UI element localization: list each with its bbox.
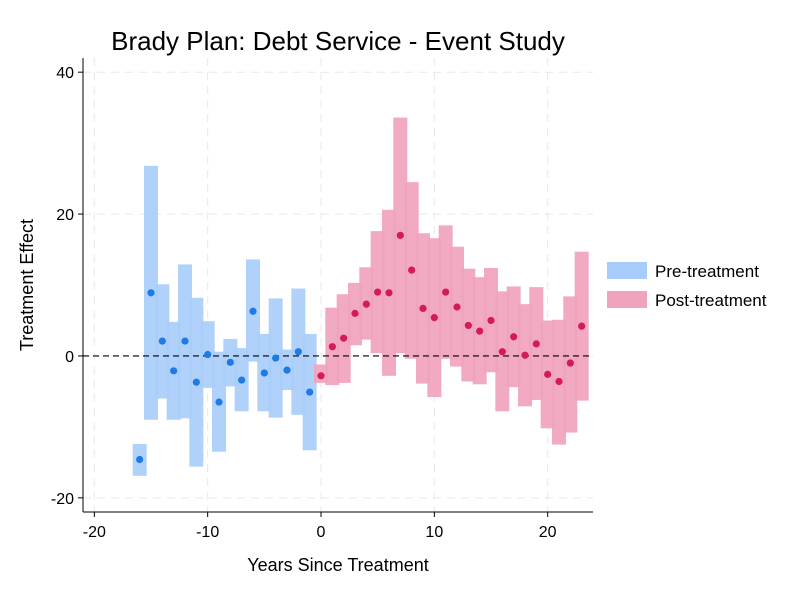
point-pre (272, 354, 280, 362)
y-axis-label: Treatment Effect (17, 219, 37, 351)
point-post (442, 288, 450, 296)
point-post (419, 304, 427, 313)
legend-label-pre: Pre-treatment (655, 262, 759, 281)
point-pre (215, 398, 223, 406)
point-post (487, 316, 495, 325)
point-pre (204, 350, 212, 359)
point-post (555, 377, 563, 386)
axes (78, 58, 593, 517)
point-post (385, 289, 393, 297)
point-pre (147, 289, 155, 297)
point-post (521, 351, 529, 359)
point-post (374, 288, 382, 296)
y-tick-label: 20 (56, 207, 74, 224)
point-post (328, 343, 336, 351)
point-post (498, 348, 506, 356)
point-pre (226, 358, 234, 366)
point-post (408, 266, 416, 274)
legend-swatch-post (607, 291, 647, 308)
point-post (362, 300, 370, 308)
point-post (544, 370, 552, 378)
x-axis-label: Years Since Treatment (247, 555, 428, 575)
x-tick-label: 0 (317, 524, 326, 541)
legend: Pre-treatment Post-treatment (607, 262, 767, 310)
confidence-bands (132, 117, 589, 476)
legend-swatch-pre (607, 262, 647, 279)
point-post (578, 322, 586, 330)
point-post (532, 340, 540, 348)
y-tick-label: -20 (51, 491, 74, 508)
point-pre (170, 367, 178, 375)
y-tick-label: 40 (56, 65, 74, 82)
y-tick-label: 0 (65, 349, 74, 366)
point-pre (260, 369, 268, 377)
point-pre (158, 337, 166, 345)
point-post (453, 303, 461, 311)
point-post (340, 334, 348, 342)
point-pre (306, 388, 314, 396)
x-tick-label: -20 (83, 524, 106, 541)
point-post (464, 321, 472, 330)
point-pre (192, 378, 200, 386)
x-tick-label: -10 (196, 524, 219, 541)
point-post (510, 333, 518, 341)
point-pre (181, 337, 189, 345)
point-post (317, 372, 325, 380)
point-estimates (136, 231, 586, 464)
point-post (566, 359, 574, 367)
point-pre (294, 348, 302, 356)
chart-title: Brady Plan: Debt Service - Event Study (111, 26, 565, 56)
point-post (396, 231, 404, 239)
point-post (476, 327, 484, 335)
point-pre (136, 455, 144, 464)
point-pre (283, 366, 291, 374)
point-post (351, 309, 359, 317)
x-tick-label: 10 (425, 524, 443, 541)
point-pre (238, 376, 246, 384)
x-tick-label: 20 (539, 524, 557, 541)
point-post (430, 314, 438, 322)
legend-label-post: Post-treatment (655, 291, 767, 310)
point-pre (249, 307, 257, 315)
tick-labels: -20 -10 0 10 20 -20 0 20 40 (51, 65, 557, 541)
